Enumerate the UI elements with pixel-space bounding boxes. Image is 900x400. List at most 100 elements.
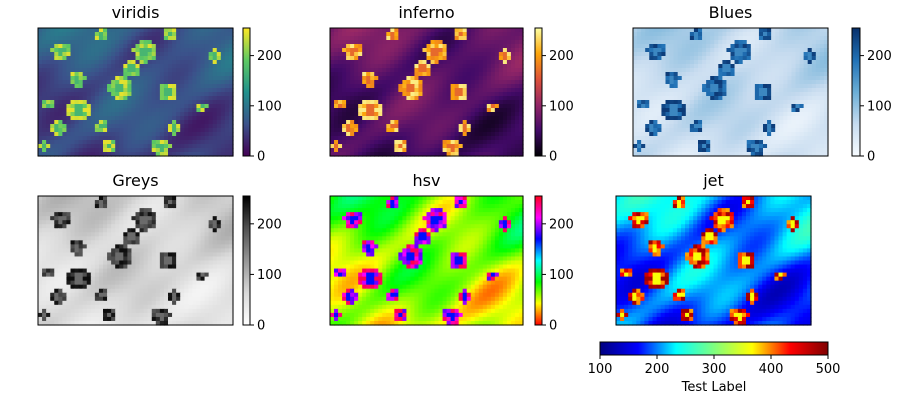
- image-pixel: [155, 48, 161, 53]
- image-pixel: [434, 44, 440, 49]
- image-pixel: [681, 80, 687, 85]
- image-pixel: [795, 56, 801, 61]
- image-pixel: [155, 60, 161, 65]
- image-pixel: [746, 100, 752, 105]
- image-pixel: [394, 144, 399, 149]
- image-pixel: [730, 128, 736, 133]
- image-pixel: [486, 88, 492, 93]
- image-pixel: [819, 36, 825, 41]
- image-pixel: [803, 92, 809, 97]
- image-pixel: [775, 132, 780, 137]
- image-pixel: [702, 68, 707, 73]
- image-pixel: [338, 112, 343, 117]
- image-pixel: [103, 76, 108, 81]
- image-pixel: [799, 120, 805, 125]
- image-pixel: [722, 84, 728, 89]
- image-pixel: [184, 152, 189, 157]
- image-pixel: [494, 144, 500, 149]
- image-pixel: [50, 80, 55, 85]
- image-pixel: [649, 152, 654, 157]
- image-pixel: [490, 44, 496, 49]
- image-pixel: [815, 128, 821, 133]
- image-pixel: [74, 208, 80, 213]
- image-pixel: [62, 92, 68, 97]
- image-pixel: [38, 40, 43, 45]
- image-pixel: [224, 132, 230, 137]
- image-pixel: [661, 140, 667, 145]
- image-pixel: [94, 216, 100, 221]
- image-pixel: [710, 28, 715, 33]
- image-pixel: [750, 124, 756, 129]
- image-pixel: [673, 124, 679, 129]
- image-pixel: [738, 40, 744, 45]
- image-pixel: [176, 32, 181, 37]
- image-pixel: [754, 128, 760, 133]
- image-pixel: [168, 40, 173, 45]
- colorbar-tick-label: 0: [549, 150, 557, 165]
- image-pixel: [681, 44, 687, 49]
- image-pixel: [398, 60, 403, 65]
- image-pixel: [490, 148, 496, 153]
- image-pixel: [490, 88, 496, 93]
- image-pixel: [486, 36, 492, 41]
- image-pixel: [180, 32, 185, 37]
- image-pixel: [86, 200, 92, 205]
- image-pixel: [819, 52, 825, 57]
- image-pixel: [791, 40, 797, 45]
- image-pixel: [38, 196, 43, 201]
- image-pixel: [787, 48, 793, 53]
- image-pixel: [143, 208, 149, 213]
- image-pixel: [111, 200, 116, 205]
- image-pixel: [442, 28, 448, 33]
- image-pixel: [442, 112, 448, 117]
- image-pixel: [783, 152, 788, 157]
- image-pixel: [168, 128, 173, 133]
- image-pixel: [502, 48, 508, 53]
- image-pixel: [94, 44, 100, 49]
- image-pixel: [758, 112, 764, 117]
- image-pixel: [90, 32, 96, 37]
- image-pixel: [334, 76, 339, 81]
- image-pixel: [669, 68, 675, 73]
- image-pixel: [783, 116, 788, 121]
- image-pixel: [506, 40, 512, 45]
- image-pixel: [119, 144, 124, 149]
- image-pixel: [426, 108, 432, 113]
- image-pixel: [220, 124, 226, 129]
- image-pixel: [633, 64, 638, 69]
- image-pixel: [779, 28, 784, 33]
- image-pixel: [726, 100, 732, 105]
- image-pixel: [180, 120, 185, 125]
- image-pixel: [94, 140, 100, 145]
- image-pixel: [746, 92, 752, 97]
- image-pixel: [90, 208, 96, 213]
- image-pixel: [502, 120, 508, 125]
- image-pixel: [42, 60, 47, 65]
- image-pixel: [176, 68, 181, 73]
- image-pixel: [454, 68, 460, 73]
- image-pixel: [458, 92, 464, 97]
- image-pixel: [127, 136, 133, 141]
- image-pixel: [42, 204, 47, 209]
- image-pixel: [714, 96, 719, 101]
- image-pixel: [450, 152, 456, 157]
- image-pixel: [754, 52, 760, 57]
- image-pixel: [220, 112, 226, 117]
- image-pixel: [746, 72, 752, 77]
- image-pixel: [661, 148, 667, 153]
- image-pixel: [58, 216, 63, 221]
- image-pixel: [653, 152, 658, 157]
- image-pixel: [159, 96, 165, 101]
- image-pixel: [478, 112, 484, 117]
- image-pixel: [730, 96, 736, 101]
- image-pixel: [510, 68, 516, 73]
- image-pixel: [514, 144, 520, 149]
- image-pixel: [726, 36, 732, 41]
- image-pixel: [62, 76, 68, 81]
- image-pixel: [184, 220, 189, 225]
- image-pixel: [637, 76, 642, 81]
- image-pixel: [406, 84, 412, 89]
- image-pixel: [775, 152, 780, 157]
- image-pixel: [466, 140, 472, 145]
- image-pixel: [362, 84, 367, 89]
